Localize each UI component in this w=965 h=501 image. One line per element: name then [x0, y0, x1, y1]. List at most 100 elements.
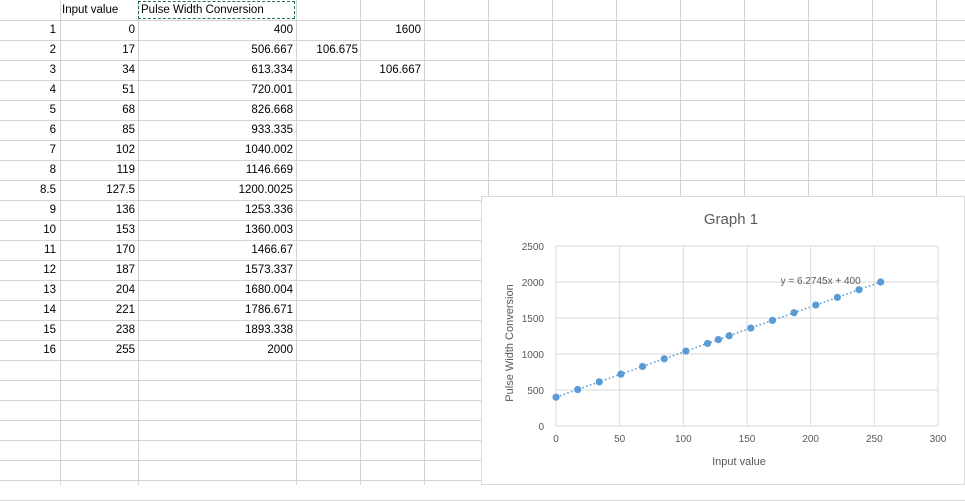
row-gridline	[0, 80, 965, 81]
cell-input-value[interactable]: 85	[122, 124, 135, 136]
data-point	[574, 385, 582, 394]
header-pulse-width-conversion[interactable]: Pulse Width Conversion	[141, 4, 264, 16]
data-point	[833, 293, 842, 301]
column-gridline	[138, 0, 139, 485]
cell-index[interactable]: 7	[49, 144, 56, 156]
cell-pulse-width[interactable]: 1253.336	[245, 204, 293, 216]
cell-pulse-width[interactable]: 720.001	[251, 84, 293, 96]
column-gridline	[360, 0, 361, 485]
cell-input-value[interactable]: 187	[115, 264, 135, 276]
x-tick-label: 200	[802, 434, 819, 445]
cell-index[interactable]: 1	[49, 24, 56, 36]
cell-input-value[interactable]: 17	[122, 44, 135, 56]
chart-title: Graph 1	[704, 211, 758, 228]
scatter-chart[interactable]: 0 50 100 150 200 250 300 0 500 1000 1500 2000 2500 Gr…	[481, 196, 965, 485]
row-gridline	[0, 180, 965, 181]
cell-pulse-width[interactable]: 1786.671	[245, 304, 293, 316]
column-gridline	[60, 0, 61, 485]
cell-index[interactable]: 11	[44, 244, 56, 256]
cell-index[interactable]: 16	[43, 344, 56, 356]
cell-pulse-width[interactable]: 826.668	[251, 104, 293, 116]
row-gridline	[0, 160, 965, 161]
data-point	[725, 332, 733, 340]
cell-pulse-width[interactable]: 1893.338	[245, 324, 293, 336]
cell-index[interactable]: 8.5	[40, 184, 56, 196]
cell-input-value[interactable]: 34	[122, 64, 135, 76]
x-tick-label: 300	[930, 434, 947, 445]
x-tick-label: 50	[614, 434, 626, 445]
row-gridline	[0, 40, 965, 41]
data-point	[595, 378, 603, 386]
cell-d[interactable]: 106.675	[316, 44, 358, 56]
row-gridline	[0, 100, 965, 101]
data-point	[682, 347, 690, 355]
cell-input-value[interactable]: 136	[115, 204, 135, 216]
row-gridline	[0, 140, 965, 141]
x-tick-label: 0	[553, 434, 559, 445]
cell-input-value[interactable]: 0	[128, 24, 135, 36]
cell-index[interactable]: 3	[49, 64, 56, 76]
y-tick-label: 2000	[522, 278, 545, 289]
header-input-value[interactable]: Input value	[62, 4, 119, 16]
cell-index[interactable]: 14	[43, 304, 56, 316]
cell-index[interactable]: 15	[43, 324, 56, 336]
cell-index[interactable]: 4	[49, 84, 56, 96]
data-point	[812, 301, 820, 309]
cell-index[interactable]: 6	[49, 124, 56, 136]
cell-input-value[interactable]: 51	[122, 84, 135, 96]
cell-e[interactable]: 106.667	[379, 64, 421, 76]
data-point	[714, 335, 722, 344]
y-tick-label: 2500	[522, 242, 545, 253]
cell-pulse-width[interactable]: 1573.337	[245, 264, 293, 276]
cell-input-value[interactable]: 238	[115, 324, 135, 336]
cell-index[interactable]: 5	[49, 104, 56, 116]
x-tick-label: 150	[739, 434, 756, 445]
row-gridline	[0, 60, 965, 61]
cell-index[interactable]: 8	[49, 164, 56, 176]
y-tick-label: 1000	[522, 350, 545, 361]
cell-index[interactable]: 12	[43, 264, 56, 276]
x-tick-label: 250	[866, 434, 883, 445]
y-axis-title: Pulse Width Conversion	[504, 284, 516, 401]
data-point	[638, 362, 647, 371]
row-gridline	[0, 120, 965, 121]
cell-index[interactable]: 2	[49, 44, 56, 56]
cell-index[interactable]: 10	[43, 224, 56, 236]
data-point	[617, 370, 625, 378]
data-point	[703, 339, 712, 348]
cell-pulse-width[interactable]: 1360.003	[245, 224, 293, 236]
cell-pulse-width[interactable]: 933.335	[251, 124, 293, 136]
data-point	[552, 393, 560, 401]
data-point	[877, 278, 885, 286]
cell-input-value[interactable]: 204	[115, 284, 135, 296]
cell-input-value[interactable]: 102	[115, 144, 135, 156]
cell-pulse-width[interactable]: 2000	[267, 344, 293, 356]
cell-pulse-width[interactable]: 1466.67	[251, 244, 293, 256]
cell-input-value[interactable]: 221	[115, 304, 135, 316]
cell-pulse-width[interactable]: 1200.0025	[238, 184, 293, 196]
cell-pulse-width[interactable]: 400	[273, 24, 293, 36]
x-axis-title: Input value	[712, 456, 766, 468]
data-point	[768, 316, 777, 324]
cell-input-value[interactable]: 153	[115, 224, 135, 236]
cell-e[interactable]: 1600	[395, 24, 421, 36]
cell-input-value[interactable]: 255	[115, 344, 135, 356]
x-tick-label: 100	[675, 434, 692, 445]
row-gridline	[0, 20, 965, 21]
cell-index[interactable]: 13	[43, 284, 56, 296]
cell-input-value[interactable]: 68	[122, 104, 135, 116]
cell-pulse-width[interactable]: 506.667	[251, 44, 293, 56]
data-point	[747, 324, 755, 332]
y-tick-label: 1500	[522, 314, 545, 325]
data-point	[790, 309, 798, 317]
cell-index[interactable]: 9	[49, 204, 56, 216]
column-gridline	[296, 0, 297, 485]
cell-pulse-width[interactable]: 613.334	[251, 64, 293, 76]
cell-input-value[interactable]: 119	[116, 164, 135, 176]
cell-pulse-width[interactable]: 1680.004	[245, 284, 293, 296]
cell-pulse-width[interactable]: 1040.002	[245, 144, 293, 156]
cell-input-value[interactable]: 127.5	[106, 184, 135, 196]
cell-input-value[interactable]: 170	[115, 244, 135, 256]
cell-pulse-width[interactable]: 1146.669	[245, 164, 293, 176]
y-tick-label: 0	[538, 422, 544, 433]
